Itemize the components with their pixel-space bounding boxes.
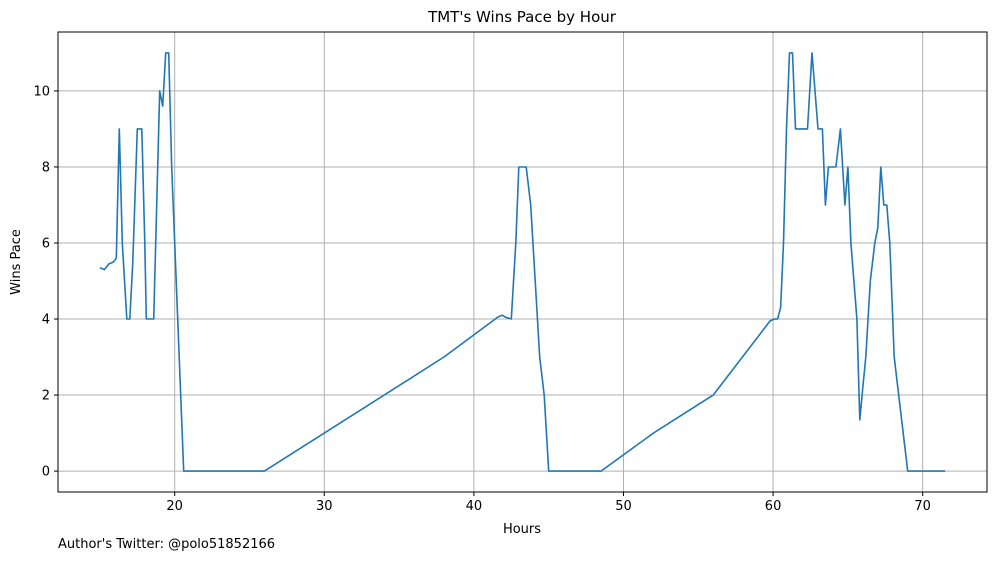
y-tick-label: 6: [42, 236, 50, 251]
y-tick-label: 4: [42, 313, 50, 328]
x-tick-label: 50: [615, 499, 632, 514]
x-tick-label: 40: [466, 499, 483, 514]
x-axis-ticks: 20 30 40 50 60 70: [166, 492, 931, 514]
x-tick-label: 60: [765, 499, 782, 514]
x-tick-label: 30: [316, 499, 333, 514]
y-tick-label: 2: [42, 389, 50, 404]
series-layer: [99, 52, 946, 472]
chart-title: TMT's Wins Pace by Hour: [427, 8, 617, 26]
y-tick-label: 8: [42, 160, 50, 175]
y-axis-label: Wins Pace: [9, 229, 24, 295]
y-axis-ticks: 0 2 4 6 8 10: [33, 84, 58, 480]
y-tick-label: 0: [42, 465, 50, 480]
x-axis-label: Hours: [503, 522, 541, 537]
series-line-0: [99, 52, 946, 472]
x-tick-label: 70: [914, 499, 931, 514]
author-credit: Author's Twitter: @polo51852166: [58, 537, 276, 552]
grid-lines: [58, 32, 987, 492]
x-tick-label: 20: [166, 499, 183, 514]
plot-frame: [57, 31, 988, 493]
y-tick-label: 10: [33, 84, 50, 99]
